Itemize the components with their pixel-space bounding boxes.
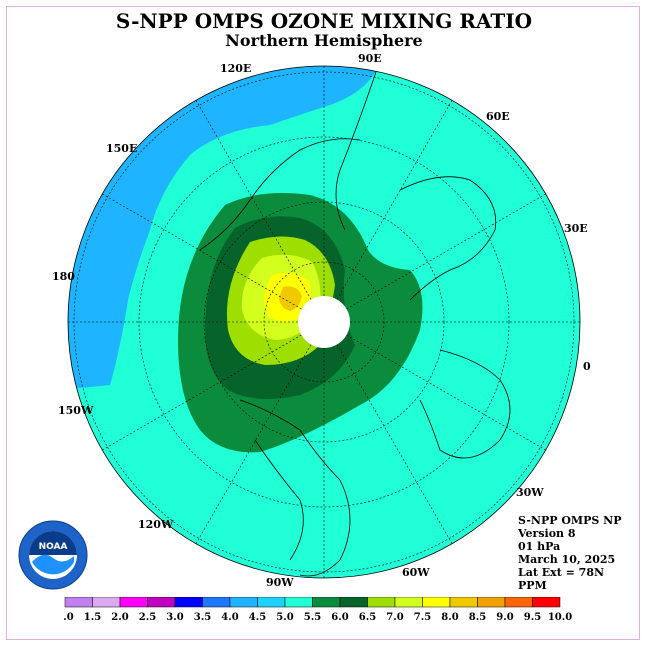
colorbar-tick-label: 5.0 <box>276 612 293 623</box>
info-lat-ext: Lat Ext = 78N <box>518 566 605 579</box>
colorbar-tick-label: 3.5 <box>194 612 211 623</box>
colorbar-swatch <box>284 597 313 608</box>
colorbar-swatch <box>229 597 258 608</box>
map-title: S-NPP OMPS OZONE MIXING RATIO <box>115 9 533 33</box>
colorbar-tick-label: 7.5 <box>414 612 431 623</box>
lon-label-180: 180 <box>52 270 75 283</box>
lon-label-90w: 90W <box>266 576 294 589</box>
colorbar-tick-label: 1.5 <box>84 612 101 623</box>
lon-label-120e: 120E <box>220 62 251 75</box>
polar-gap <box>298 296 350 348</box>
lon-label-0: 0 <box>583 360 591 373</box>
colorbar-tick-label: 7.0 <box>386 612 403 623</box>
colorbar-swatch <box>532 597 561 608</box>
colorbar-tick-label: 5.5 <box>304 612 321 623</box>
info-panel: S-NPP OMPS NP Version 8 01 hPa March 10,… <box>518 514 621 592</box>
colorbar-swatch <box>394 597 423 608</box>
colorbar-tick-label: 9.0 <box>496 612 513 623</box>
lon-label-120w: 120W <box>138 518 174 531</box>
map-subtitle: Northern Hemisphere <box>225 31 423 50</box>
map-boundary <box>67 65 581 579</box>
colorbar-swatch <box>449 597 478 608</box>
noaa-logo: NOAA <box>18 520 88 590</box>
lon-label-60e: 60E <box>486 110 510 123</box>
colorbar-swatch <box>477 597 506 608</box>
colorbar-swatch <box>312 597 341 608</box>
info-product: S-NPP OMPS NP <box>518 514 622 527</box>
colorbar-tick-label: 8.5 <box>469 612 486 623</box>
colorbar-swatch <box>64 597 93 608</box>
colorbar-swatch <box>174 597 203 608</box>
colorbar-tick-label: 6.5 <box>359 612 376 623</box>
lon-label-90e: 90E <box>358 52 382 65</box>
info-units: PPM <box>518 579 547 592</box>
colorbar-tick-label: 9.5 <box>524 612 541 623</box>
colorbar-tick-label: 3.0 <box>166 612 183 623</box>
lon-label-60w: 60W <box>402 566 430 579</box>
lon-label-150w: 150W <box>58 404 94 417</box>
colorbar-swatch <box>504 597 533 608</box>
colorbar-swatch <box>92 597 121 608</box>
noaa-logo-text: NOAA <box>39 542 68 552</box>
colorbar-swatch <box>147 597 176 608</box>
colorbar-swatch <box>257 597 286 608</box>
colorbar-tick-label: 2.5 <box>139 612 156 623</box>
longitude-labels: 90E 60E 30E 0 30W 60W 90W 120W 150W 180 … <box>52 52 591 589</box>
lon-label-30w: 30W <box>516 486 544 499</box>
colorbar-tick-label: 4.0 <box>221 612 238 623</box>
colorbar: 1.0 1.5 2.0 2.5 3.0 3.5 4.0 4.5 5.0 5.5 6.0 6.5 7.0 7… <box>63 597 572 623</box>
colorbar-tick-label: 4.5 <box>249 612 266 623</box>
colorbar-tick-label: 6.0 <box>331 612 348 623</box>
colorbar-swatch <box>119 597 148 608</box>
colorbar-swatch <box>202 597 231 608</box>
colorbar-tick-label: 1.0 <box>63 612 74 623</box>
lon-label-30e: 30E <box>564 222 588 235</box>
colorbar-tick-label: 2.0 <box>111 612 128 623</box>
colorbar-swatch <box>339 597 368 608</box>
colorbar-swatch <box>422 597 451 608</box>
colorbar-tick-labels: 1.0 1.5 2.0 2.5 3.0 3.5 4.0 4.5 5.0 5.5 6.0 6.5 7.0 7… <box>63 612 572 623</box>
lon-label-150e: 150E <box>106 142 137 155</box>
colorbar-tick-label: 10.0 <box>548 612 572 623</box>
ozone-band-7.5-8 <box>279 286 302 311</box>
colorbar-swatches <box>64 597 561 608</box>
colorbar-swatch <box>367 597 396 608</box>
coastlines <box>199 66 511 577</box>
plot-frame <box>6 6 640 640</box>
info-level: 01 hPa <box>518 540 561 553</box>
info-version: Version 8 <box>518 527 576 540</box>
colorbar-tick-label: 8.0 <box>441 612 458 623</box>
info-date: March 10, 2025 <box>518 553 616 566</box>
